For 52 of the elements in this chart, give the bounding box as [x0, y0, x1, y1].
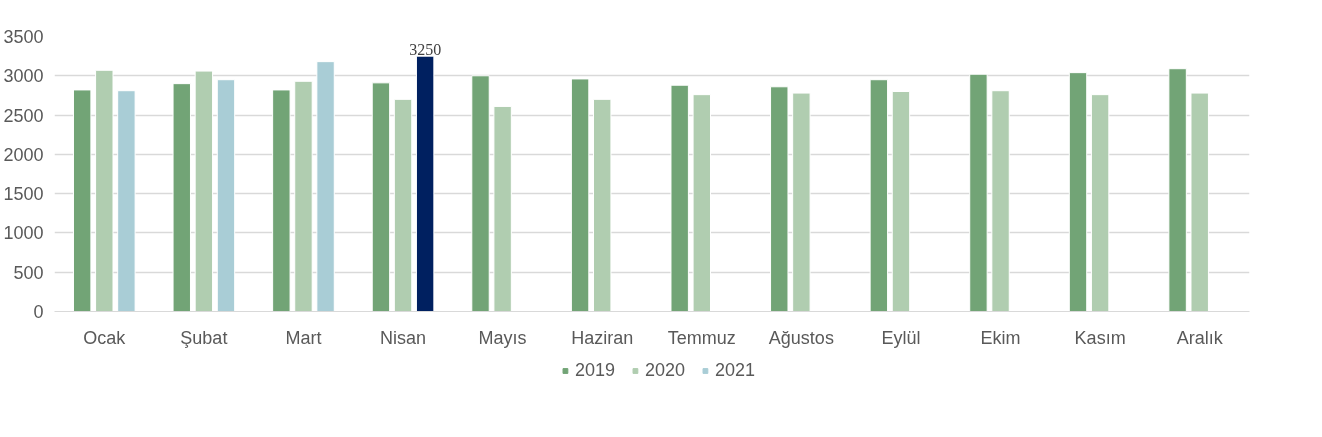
bar: [172, 83, 191, 312]
bar: [117, 90, 136, 312]
y-tick-label: 2000: [3, 144, 44, 165]
bar: [371, 82, 391, 312]
x-tick-label: Ağustos: [768, 327, 834, 348]
x-tick-label: Ekim: [980, 327, 1021, 348]
bar: [216, 79, 236, 312]
bar: [1090, 94, 1110, 312]
x-tick-label: Nisan: [380, 327, 427, 348]
y-tick-label: 1000: [3, 223, 44, 244]
y-tick-label: 0: [33, 302, 44, 322]
x-tick-label: Haziran: [571, 327, 634, 348]
bar: [969, 73, 988, 312]
bar: [272, 89, 291, 312]
x-tick-label: Aralık: [1176, 327, 1224, 348]
bar: [415, 55, 435, 312]
bar: [670, 84, 689, 312]
bar: [316, 61, 335, 312]
bar: [991, 90, 1010, 312]
x-tick-label: Kasım: [1074, 327, 1126, 348]
bar: [570, 78, 590, 312]
x-tick-label: Şubat: [180, 327, 228, 348]
y-tick-label: 3500: [3, 27, 44, 47]
bar: [592, 98, 612, 312]
legend-label: 2021: [715, 359, 756, 381]
x-tick-label: Ocak: [83, 327, 127, 348]
bar: [393, 98, 413, 312]
legend-label: 2019: [574, 359, 615, 381]
bar: [792, 92, 811, 312]
y-tick-label: 2500: [3, 105, 44, 126]
bar: [692, 94, 712, 312]
bar: [891, 91, 911, 312]
x-tick-label: Temmuz: [667, 327, 736, 348]
bar: [1068, 72, 1088, 312]
y-tick-label: 500: [13, 262, 44, 283]
bar: [194, 70, 214, 312]
legend-label: 2020: [644, 359, 686, 381]
x-tick-label: Mart: [285, 327, 322, 348]
bar: [1168, 68, 1187, 312]
x-tick-label: Eylül: [881, 327, 921, 348]
bar: [294, 80, 313, 312]
bar: [770, 86, 789, 312]
data-label: 3250: [409, 41, 442, 59]
bar: [493, 105, 512, 312]
bar: [72, 89, 92, 312]
bar: [95, 69, 114, 312]
bar: [471, 75, 490, 312]
x-tick-label: Mayıs: [478, 327, 527, 348]
y-tick-label: 3000: [3, 66, 44, 87]
y-tick-label: 1500: [3, 184, 44, 205]
bar: [1190, 92, 1209, 312]
bar: [869, 79, 889, 312]
